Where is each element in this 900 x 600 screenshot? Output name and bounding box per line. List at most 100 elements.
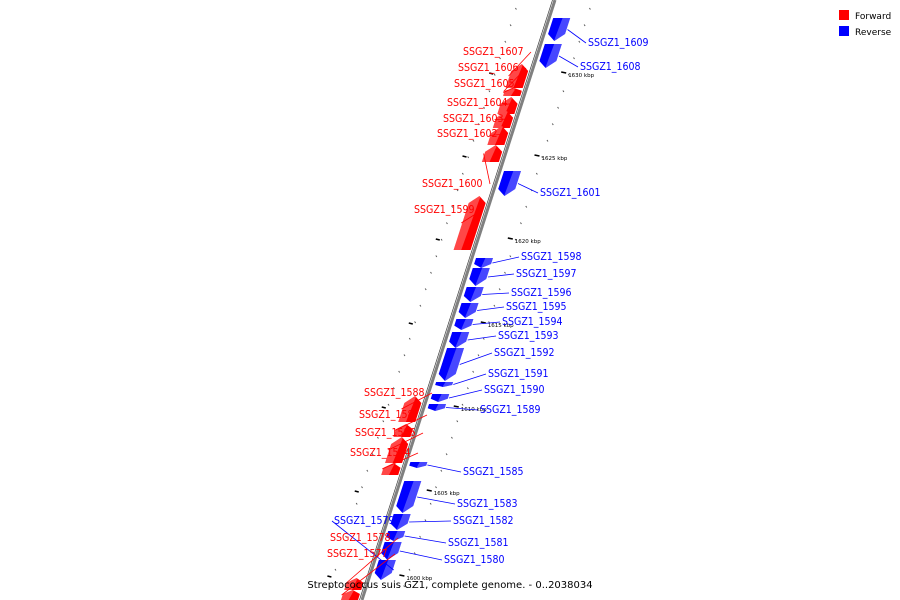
gene-label-ssgz1-1578: SSGZ1_1578	[330, 532, 391, 544]
gene-highlight	[438, 394, 450, 402]
gene-connector	[399, 550, 443, 561]
gene-label-ssgz1-1592: SSGZ1_1592	[494, 347, 555, 359]
gene-connector	[467, 335, 497, 341]
gene-highlight	[381, 463, 395, 475]
gene-ssgz1-1608	[539, 44, 562, 68]
gene-highlight	[455, 332, 470, 348]
gene-arrow	[409, 462, 428, 468]
gene-highlight	[465, 303, 479, 318]
major-tick-left	[408, 322, 413, 325]
gene-connector	[483, 153, 491, 185]
gene-label-ssgz1-1607: SSGZ1_1607	[463, 46, 524, 58]
minor-tick	[493, 73, 496, 76]
minor-tick	[371, 453, 374, 456]
gene-highlight	[380, 560, 396, 580]
minor-tick	[515, 7, 517, 10]
gene-ssgz1-1581	[386, 531, 406, 541]
minor-tick	[355, 502, 358, 505]
gene-connector	[459, 352, 493, 365]
tick-label-1620-kbp: 1620 kbp	[515, 239, 541, 245]
gene-ssgz1-1579	[374, 560, 396, 580]
gene-connector	[404, 535, 447, 544]
minor-tick	[488, 90, 491, 93]
gene-label-ssgz1-1606: SSGZ1_1606	[458, 62, 519, 74]
gene-connector	[448, 389, 483, 399]
gene-ssgz1-1605	[503, 89, 522, 96]
minor-tick	[334, 568, 337, 571]
gene-labels: SSGZ1_1609 SSGZ1_1608 SSGZ1_1607 SSGZ1_1606…	[327, 29, 649, 596]
gene-label-ssgz1-1589: SSGZ1_1589	[480, 404, 541, 416]
minor-tick	[562, 90, 565, 93]
minor-tick	[546, 139, 549, 142]
gene-highlight	[503, 89, 515, 96]
gene-label-ssgz1-1584: SSGZ1_1584	[350, 447, 411, 459]
gene-highlight	[481, 258, 494, 268]
minor-tick	[339, 552, 342, 555]
gene-label-ssgz1-1577: SSGZ1_1577	[327, 548, 388, 560]
gene-highlight	[397, 514, 411, 530]
gene-label-ssgz1-1601: SSGZ1_1601	[540, 187, 601, 199]
minor-tick	[461, 172, 464, 175]
minor-tick	[483, 106, 485, 109]
minor-tick	[392, 387, 395, 390]
gene-ssgz1-1596	[463, 287, 484, 302]
gene-label-ssgz1-1593: SSGZ1_1593	[498, 330, 559, 342]
gene-ssgz1-1593	[449, 332, 470, 348]
gene-ssgz1-1598	[474, 258, 494, 268]
gene-highlight	[461, 319, 474, 330]
gene-label-ssgz1-1588: SSGZ1_1588	[364, 387, 425, 399]
gene-arrow	[469, 268, 490, 286]
tick-label-1615-kbp: 1615 kbp	[488, 323, 514, 329]
gene-ssgz1-1607	[505, 64, 529, 88]
minor-tick	[509, 24, 512, 27]
gene-connector	[482, 292, 510, 295]
legend: Forward Reverse	[839, 10, 892, 38]
minor-tick	[498, 288, 501, 291]
legend-forward-swatch	[839, 10, 849, 20]
gene-ssgz1-1599	[453, 196, 486, 250]
gene-connector	[394, 414, 428, 431]
minor-tick	[424, 519, 427, 522]
minor-tick	[451, 436, 453, 439]
gene-arrow	[435, 382, 454, 387]
gene-label-ssgz1-1580: SSGZ1_1580	[444, 554, 505, 566]
gene-highlight	[393, 531, 406, 541]
gene-highlight	[487, 126, 503, 145]
gene-connector	[492, 256, 520, 264]
minor-tick	[440, 238, 443, 241]
gene-highlight	[504, 171, 521, 196]
gene-label-ssgz1-1591: SSGZ1_1591	[488, 368, 549, 380]
minor-tick	[573, 57, 575, 60]
gene-ssgz1-1597	[469, 268, 490, 286]
minor-tick	[446, 222, 448, 225]
gene-label-ssgz1-1585: SSGZ1_1585	[463, 466, 524, 478]
gene-arrow	[341, 590, 360, 600]
gene-ssgz1-1602	[487, 126, 509, 145]
gene-connector	[331, 520, 394, 571]
tick-label-1625-kbp: 1625 kbp	[541, 156, 567, 162]
minor-tick	[424, 288, 427, 291]
gene-highlight	[398, 396, 416, 422]
gene-highlight	[554, 18, 571, 41]
gene-arrow	[453, 196, 486, 250]
gene-label-ssgz1-1603: SSGZ1_1603	[443, 113, 504, 125]
minor-tick	[435, 255, 438, 258]
minor-tick	[435, 486, 437, 489]
gene-arrow	[381, 463, 401, 475]
gene-label-ssgz1-1597: SSGZ1_1597	[516, 268, 577, 280]
minor-tick	[525, 205, 528, 208]
gene-arrow	[393, 424, 413, 437]
gene-ssgz1-1588	[398, 396, 422, 422]
gene-arrow	[430, 394, 450, 402]
minor-tick	[535, 172, 538, 175]
minor-tick	[403, 354, 406, 357]
gene-connector	[517, 183, 539, 194]
gene-label-ssgz1-1604: SSGZ1_1604	[447, 97, 508, 109]
major-tick-left	[354, 490, 359, 493]
gene-connector	[558, 55, 579, 68]
minor-tick	[366, 469, 369, 472]
minor-tick	[466, 387, 469, 390]
minor-tick	[589, 7, 591, 10]
legend-forward-label: Forward	[855, 12, 891, 22]
minor-tick	[551, 123, 554, 126]
